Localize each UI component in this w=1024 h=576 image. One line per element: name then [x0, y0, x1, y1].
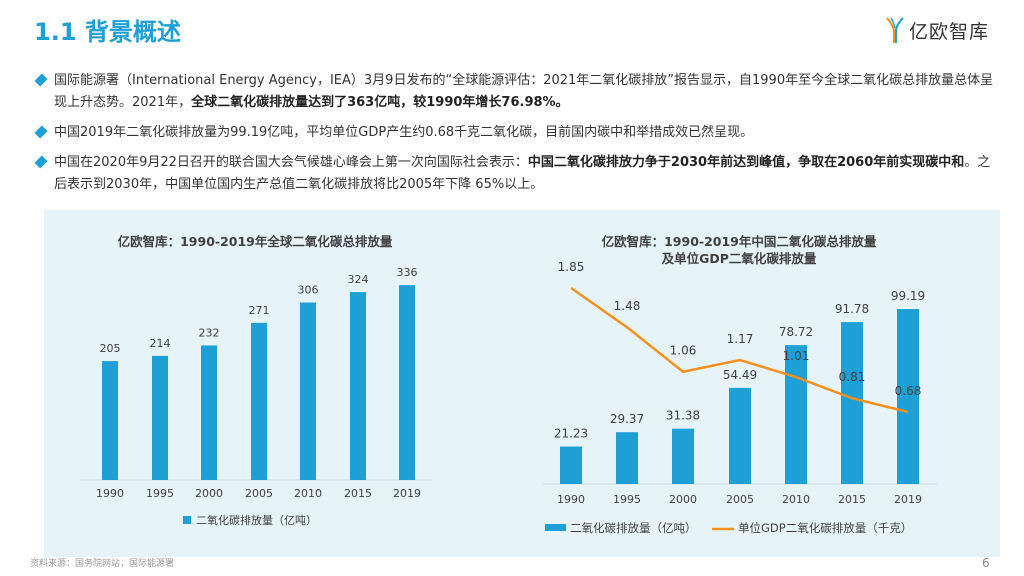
logo-text: 亿欧智库 [909, 20, 990, 43]
x-tick-label: 2015 [344, 487, 372, 500]
data-label: 29.37 [610, 412, 644, 426]
bullet-text: 全球二氧化碳排放量达到了363亿吨，较1990年增长76.98%。 [191, 95, 569, 110]
data-label: 214 [150, 337, 171, 350]
line-data-label: 0.81 [839, 370, 866, 384]
bullet-item: 中国2019年二氧化碳排放量为99.19亿吨，平均单位GDP产生约0.68千克二… [34, 122, 994, 144]
legend-label: 二氧化碳排放量（亿吨） [196, 513, 317, 527]
bullet-item: 国际能源署（International Energy Agency，IEA）3月… [34, 70, 994, 114]
line-data-label: 1.17 [727, 332, 754, 346]
bar [251, 322, 267, 480]
bullet-text: 中国2019年二氧化碳排放量为99.19亿吨，平均单位GDP产生约0.68千克二… [54, 125, 754, 140]
bullet-text: 。之后表示到2030年，中国单位国内生产总值二氧化碳排放将比2005年下降 65… [54, 155, 991, 192]
bar [399, 285, 415, 480]
bar [785, 345, 807, 484]
line-data-label: 1.06 [670, 344, 697, 358]
x-tick-label: 2010 [782, 493, 810, 506]
logo: 亿欧智库 [884, 16, 989, 44]
page-number: 6 [982, 556, 990, 570]
x-tick-label: 1995 [146, 487, 174, 500]
bar [897, 309, 919, 484]
x-tick-label: 1990 [96, 487, 124, 500]
x-tick-label: 2019 [393, 487, 421, 500]
legend-swatch-bar [183, 516, 191, 524]
bar [672, 428, 694, 484]
line-series [570, 286, 909, 414]
data-label: 99.19 [891, 289, 925, 303]
x-tick-label: 1990 [557, 493, 585, 506]
x-tick-label: 1995 [613, 493, 641, 506]
x-tick-label: 2000 [195, 487, 223, 500]
x-tick-label: 2019 [894, 493, 922, 506]
legend-swatch-bar [545, 524, 566, 531]
line-data-label: 1.85 [558, 260, 585, 274]
data-label: 205 [100, 342, 121, 355]
data-label: 54.49 [723, 368, 757, 382]
legend-label: 二氧化碳排放量（亿吨） [570, 521, 697, 535]
data-label: 324 [348, 273, 369, 286]
bar [102, 361, 118, 480]
chart-title: 亿欧智库：1990-2019年全球二氧化碳总排放量 [118, 234, 393, 249]
data-label: 306 [298, 284, 319, 297]
bar [350, 292, 366, 480]
chart-title: 亿欧智库：1990-2019年中国二氧化碳总排放量 [602, 234, 877, 249]
x-tick-label: 2015 [838, 493, 866, 506]
x-tick-label: 2005 [245, 487, 273, 500]
data-label: 31.38 [666, 409, 700, 423]
page-title: 1.1 背景概述 [34, 18, 181, 46]
x-tick-label: 2000 [669, 493, 697, 506]
logo-icon [886, 17, 904, 43]
bar [841, 322, 863, 484]
bar [560, 446, 582, 484]
bullet-text: 国际能源署（International Energy Agency，IEA）3月… [54, 73, 994, 110]
bullet-list: 国际能源署（International Energy Agency，IEA）3月… [34, 70, 994, 204]
line-data-label: 1.01 [783, 349, 810, 363]
bar [729, 387, 751, 484]
bullet-text: 中国在2020年9月22日召开的联合国大会气候雄心峰会上第一次向国际社会表示： [54, 155, 528, 170]
bar [300, 302, 316, 480]
data-label: 271 [249, 304, 270, 317]
bar [152, 355, 168, 480]
data-label: 232 [199, 326, 220, 339]
data-label: 91.78 [835, 302, 869, 316]
source-note: 资料来源：国务院网站，国际能源署 [30, 559, 175, 569]
bar [616, 432, 638, 484]
data-label: 21.23 [554, 427, 588, 441]
bar [201, 345, 217, 480]
line-data-label: 1.48 [614, 299, 641, 313]
chart-title: 及单位GDP二氧化碳排放量 [662, 251, 817, 266]
x-tick-label: 2005 [726, 493, 754, 506]
x-tick-label: 2010 [294, 487, 322, 500]
data-label: 78.72 [779, 325, 813, 339]
bullet-text: 中国二氧化碳排放力争于2030年前达到峰值，争取在2060年前实现碳中和 [527, 155, 965, 170]
line-data-label: 0.68 [895, 384, 922, 398]
data-label: 336 [397, 266, 418, 279]
legend-label: 单位GDP二氧化碳排放量（千克） [738, 521, 912, 535]
bullet-item: 中国在2020年9月22日召开的联合国大会气候雄心峰会上第一次向国际社会表示：中… [34, 152, 994, 196]
